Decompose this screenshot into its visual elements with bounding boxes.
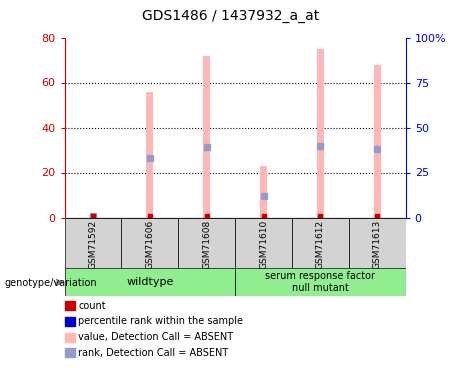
Text: serum response factor
null mutant: serum response factor null mutant <box>266 272 375 293</box>
Bar <box>235 268 406 296</box>
Bar <box>349 217 406 268</box>
Text: rank, Detection Call = ABSENT: rank, Detection Call = ABSENT <box>78 348 229 358</box>
Text: value, Detection Call = ABSENT: value, Detection Call = ABSENT <box>78 332 233 342</box>
Text: genotype/variation: genotype/variation <box>5 278 97 288</box>
Text: GSM71610: GSM71610 <box>259 220 268 269</box>
Text: GSM71612: GSM71612 <box>316 220 325 269</box>
Bar <box>374 64 381 218</box>
Bar <box>260 166 267 218</box>
Text: GSM71608: GSM71608 <box>202 220 211 269</box>
Text: GSM71606: GSM71606 <box>145 220 154 269</box>
Text: GSM71592: GSM71592 <box>89 220 97 269</box>
Bar <box>121 217 178 268</box>
Bar <box>317 49 324 217</box>
Bar <box>203 56 210 217</box>
Bar <box>292 217 349 268</box>
Bar <box>65 217 121 268</box>
Text: count: count <box>78 301 106 310</box>
Text: wildtype: wildtype <box>126 277 173 287</box>
Text: GDS1486 / 1437932_a_at: GDS1486 / 1437932_a_at <box>142 9 319 23</box>
Text: percentile rank within the sample: percentile rank within the sample <box>78 316 243 326</box>
Bar <box>178 217 235 268</box>
Text: GSM71613: GSM71613 <box>373 220 382 269</box>
Bar <box>65 268 235 296</box>
Bar <box>235 217 292 268</box>
Bar <box>147 92 153 218</box>
